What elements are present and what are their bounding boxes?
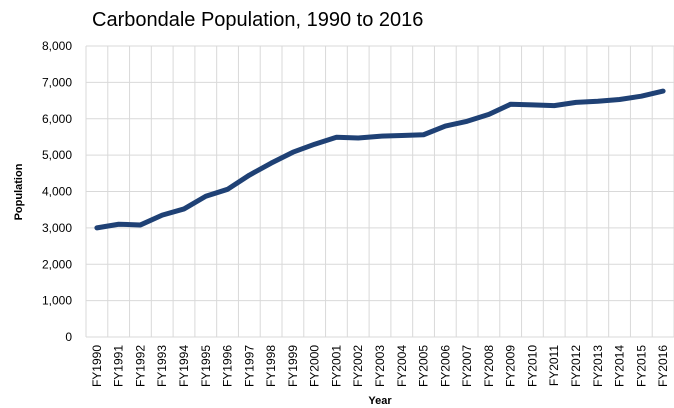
x-tick-label: FY1997: [242, 345, 256, 387]
x-tick-label: FY1998: [264, 345, 278, 387]
x-tick-label: FY2002: [351, 345, 365, 387]
x-tick-label: FY1996: [221, 345, 235, 387]
y-tick-label: 7,000: [42, 75, 72, 89]
x-tick-label: FY1993: [155, 345, 169, 387]
x-tick-label: FY1991: [112, 345, 126, 387]
x-axis-label: Year: [368, 395, 392, 407]
x-tick-label: FY2016: [656, 345, 670, 387]
x-tick-label: FY2004: [395, 345, 409, 387]
y-tick-label: 5,000: [42, 148, 72, 162]
y-tick-label: 8,000: [42, 39, 72, 53]
x-tick-label: FY1999: [286, 345, 300, 387]
x-tick-label: FY2008: [482, 345, 496, 387]
x-tick-label: FY2012: [569, 345, 583, 387]
x-tick-label: FY2005: [417, 345, 431, 387]
y-tick-label: 6,000: [42, 112, 72, 126]
y-axis-label: Population: [13, 163, 25, 220]
x-tick-label: FY2011: [547, 345, 561, 386]
x-tick-label: FY2000: [308, 345, 322, 387]
data-line: [94, 88, 666, 231]
chart-title: Carbondale Population, 1990 to 2016: [92, 9, 423, 31]
x-tick-label: FY1990: [90, 345, 104, 387]
y-tick-label: 2,000: [42, 257, 72, 271]
x-tick-label: FY2003: [373, 345, 387, 387]
y-tick-label: 3,000: [42, 221, 72, 235]
x-tick-label: FY2001: [329, 345, 343, 387]
x-tick-label: FY1994: [177, 345, 191, 387]
x-tick-label: FY2007: [460, 345, 474, 387]
x-tick-label: FY2015: [634, 345, 648, 387]
y-tick-label: 0: [65, 330, 72, 344]
x-tick-label: FY2014: [613, 345, 627, 387]
x-tick-label: FY2010: [525, 345, 539, 387]
x-tick-label: FY1995: [199, 345, 213, 387]
y-tick-label: 4,000: [42, 185, 72, 199]
x-tick-label: FY2006: [438, 345, 452, 387]
y-tick-label: 1,000: [42, 294, 72, 308]
x-tick-label: FY2013: [591, 345, 605, 387]
x-tick-label: FY2009: [504, 345, 518, 387]
x-tick-label: FY1992: [133, 345, 147, 387]
